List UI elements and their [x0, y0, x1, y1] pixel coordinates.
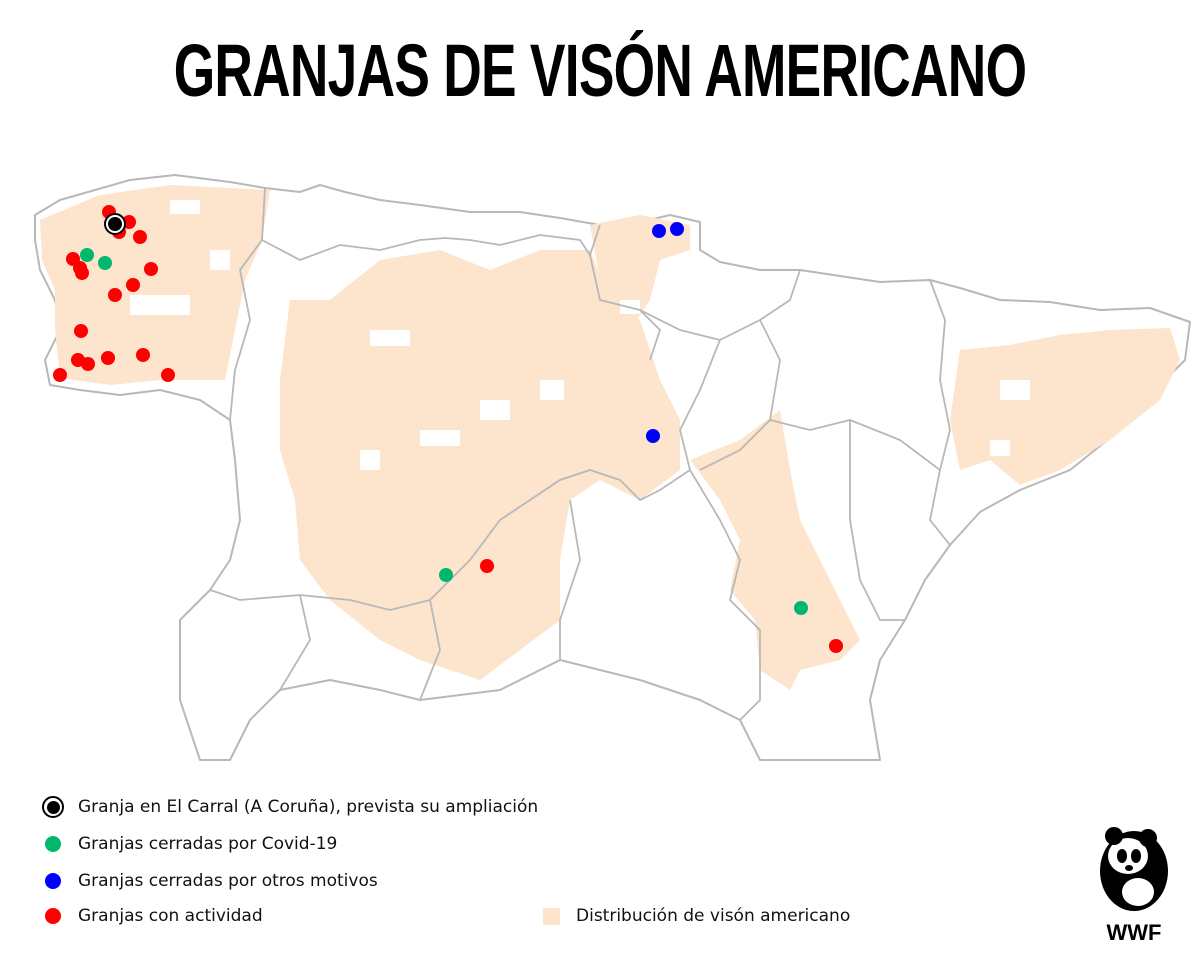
el-carral-farm-icon	[42, 796, 64, 818]
distribution-area	[40, 185, 270, 385]
distribution-gap	[130, 295, 190, 315]
legend-covid-label: Granjas cerradas por Covid-19	[78, 834, 338, 854]
active-farm-marker	[136, 348, 150, 362]
distribution-gap	[420, 430, 460, 446]
farm-markers	[53, 205, 843, 653]
distribution-area	[280, 250, 680, 680]
red-dot-icon	[45, 908, 61, 924]
distribution-area	[950, 328, 1180, 485]
distribution-area	[590, 215, 690, 330]
distribution-gap	[990, 440, 1010, 456]
legend-el-carral: Granja en El Carral (A Coruña), prevista…	[42, 796, 538, 818]
map	[34, 174, 1191, 761]
active-farm-marker	[53, 368, 67, 382]
covid-closed-farm-marker	[80, 248, 94, 262]
legend-other: Granjas cerradas por otros motivos	[42, 871, 378, 891]
active-farm-marker	[75, 266, 89, 280]
distribution-area	[690, 410, 860, 690]
blue-dot-icon	[45, 873, 61, 889]
el-carral-farm-marker	[104, 213, 126, 235]
distribution-swatch-icon	[542, 907, 560, 925]
active-farm-marker	[161, 368, 175, 382]
distribution-gap	[210, 250, 230, 270]
active-farm-marker	[81, 357, 95, 371]
active-farm-marker	[144, 262, 158, 276]
legend-active-label: Granjas con actividad	[78, 906, 263, 926]
other-closed-farm-marker	[652, 224, 666, 238]
distribution-gap	[480, 400, 510, 420]
covid-closed-farm-marker	[98, 256, 112, 270]
wwf-panda-logo: WWF	[1100, 827, 1168, 945]
active-farm-marker	[480, 559, 494, 573]
legend-other-label: Granjas cerradas por otros motivos	[78, 871, 378, 891]
other-closed-farm-marker	[646, 429, 660, 443]
legend-el-carral-label: Granja en El Carral (A Coruña), prevista…	[78, 797, 539, 817]
active-farm-marker	[101, 351, 115, 365]
active-farm-marker	[133, 230, 147, 244]
distribution-gap	[170, 200, 200, 214]
legend-active: Granjas con actividad	[42, 906, 263, 926]
legend-distribution-label: Distribución de visón americano	[576, 906, 851, 926]
covid-closed-farm-marker	[439, 568, 453, 582]
distribution-gap	[370, 330, 410, 346]
legend-distribution: Distribución de visón americano	[540, 906, 850, 926]
map-title: GRANJAS DE VISÓN AMERICANO	[173, 29, 1027, 112]
region-borders	[209, 187, 951, 721]
mink-distribution	[40, 185, 1180, 690]
active-farm-marker	[829, 639, 843, 653]
active-farm-marker	[74, 324, 88, 338]
covid-closed-farm-marker	[794, 601, 808, 615]
other-closed-farm-marker	[670, 222, 684, 236]
distribution-gap	[360, 450, 380, 470]
green-dot-icon	[45, 836, 61, 852]
wwf-logo-text: WWF	[1107, 920, 1162, 945]
distribution-gap	[1000, 380, 1030, 400]
legend-covid: Granjas cerradas por Covid-19	[42, 834, 337, 854]
active-farm-marker	[126, 278, 140, 292]
distribution-gap	[540, 380, 564, 400]
active-farm-marker	[108, 288, 122, 302]
